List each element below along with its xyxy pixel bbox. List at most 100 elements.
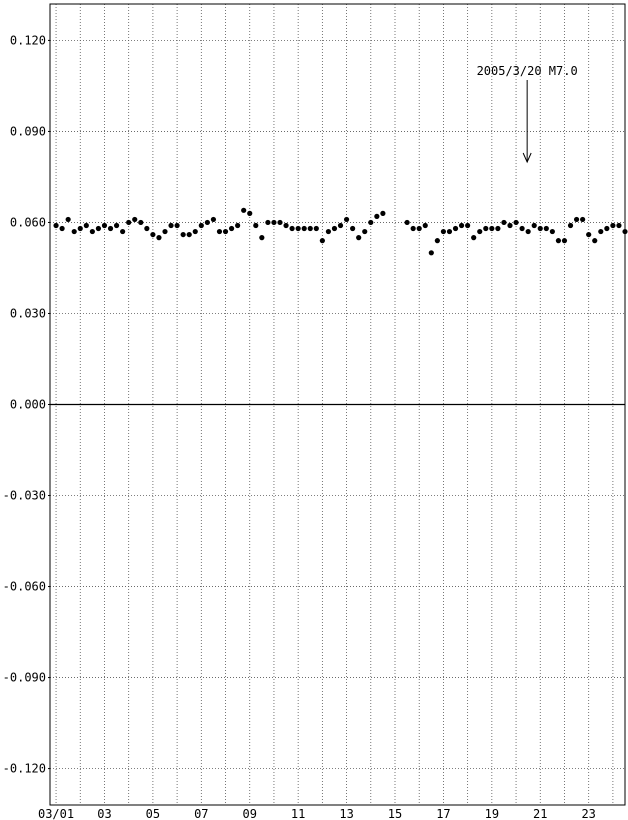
data-point [53, 222, 59, 229]
data-point [271, 219, 277, 226]
data-point [471, 235, 477, 241]
data-point [561, 238, 568, 244]
data-point [301, 225, 307, 232]
y-tick-label: -0.060 [3, 580, 46, 594]
data-point [247, 210, 253, 216]
data-point [113, 222, 120, 229]
data-point [144, 225, 150, 232]
data-point [107, 225, 114, 232]
y-tick-label: 0.030 [10, 306, 46, 320]
data-point [83, 222, 89, 229]
data-point [416, 225, 422, 232]
data-point [477, 228, 483, 235]
data-point [622, 228, 628, 235]
data-point [452, 225, 459, 232]
data-point [573, 216, 580, 223]
x-tick-label: 23 [581, 807, 595, 820]
data-point [265, 219, 271, 226]
data-point [368, 219, 374, 226]
data-point [616, 222, 622, 229]
data-point [483, 225, 489, 232]
data-point [259, 235, 265, 241]
data-point [489, 225, 495, 232]
data-point [549, 228, 555, 235]
data-point [174, 222, 180, 229]
data-point [277, 219, 283, 226]
y-tick-label: -0.090 [3, 671, 46, 685]
data-point [204, 219, 210, 226]
data-point [186, 231, 192, 238]
data-point [101, 222, 108, 229]
earthquake-annotation: 2005/3/20 M7.0 [477, 64, 578, 164]
data-point [513, 219, 519, 226]
x-tick-label: 11 [291, 807, 305, 820]
data-point [331, 225, 338, 232]
data-point [586, 231, 592, 238]
data-point [519, 225, 525, 232]
data-point [465, 222, 471, 229]
data-point [362, 228, 368, 235]
data-point [89, 228, 95, 235]
data-point [168, 222, 174, 229]
data-point [289, 225, 295, 232]
data-point [95, 225, 102, 232]
data-point [235, 222, 241, 229]
annotation-arrow-head [522, 152, 532, 164]
x-tick-label: 03/01 [38, 807, 74, 820]
y-tick-label: 0.090 [10, 124, 46, 138]
data-point [162, 228, 168, 235]
data-point [598, 228, 604, 235]
data-point [458, 222, 465, 229]
y-tick-label: -0.030 [3, 489, 46, 503]
data-point [428, 250, 434, 256]
x-tick-label: 21 [533, 807, 547, 820]
data-point [59, 225, 65, 232]
data-point [604, 225, 610, 232]
data-point [132, 216, 138, 223]
x-tick-label: 03 [97, 807, 111, 820]
data-point [241, 207, 247, 213]
data-point [422, 222, 428, 229]
data-point [71, 228, 77, 235]
data-point [507, 222, 513, 229]
data-point [228, 225, 235, 232]
x-tick-label: 05 [146, 807, 160, 820]
data-point [210, 216, 217, 223]
data-point [434, 238, 440, 244]
data-point [307, 225, 313, 232]
data-point [283, 222, 289, 229]
data-points [53, 207, 628, 256]
data-point [325, 228, 332, 235]
data-point [192, 228, 198, 235]
data-point [180, 231, 186, 238]
data-point [120, 228, 126, 235]
data-point [404, 219, 410, 226]
data-point [156, 235, 162, 241]
y-tick-label: -0.120 [3, 762, 46, 776]
data-point [126, 219, 132, 226]
x-tick-label: 07 [194, 807, 208, 820]
y-tick-label: 0.120 [10, 33, 46, 47]
data-point [501, 219, 507, 226]
data-point [313, 225, 319, 232]
data-point [337, 222, 344, 229]
data-point [77, 225, 83, 232]
data-point [610, 222, 616, 229]
x-tick-label: 09 [243, 807, 257, 820]
data-point [531, 222, 537, 229]
data-point [555, 238, 562, 244]
x-tick-label: 13 [339, 807, 353, 820]
data-point [440, 228, 447, 235]
data-point [319, 238, 325, 244]
data-point [592, 238, 598, 244]
data-point [446, 228, 453, 235]
data-point [380, 210, 386, 216]
data-point [253, 222, 259, 229]
data-point [495, 225, 501, 232]
data-point [150, 231, 156, 238]
x-tick-label: 17 [436, 807, 450, 820]
x-tick-label: 15 [388, 807, 402, 820]
data-point [138, 219, 144, 226]
data-point [525, 228, 531, 235]
